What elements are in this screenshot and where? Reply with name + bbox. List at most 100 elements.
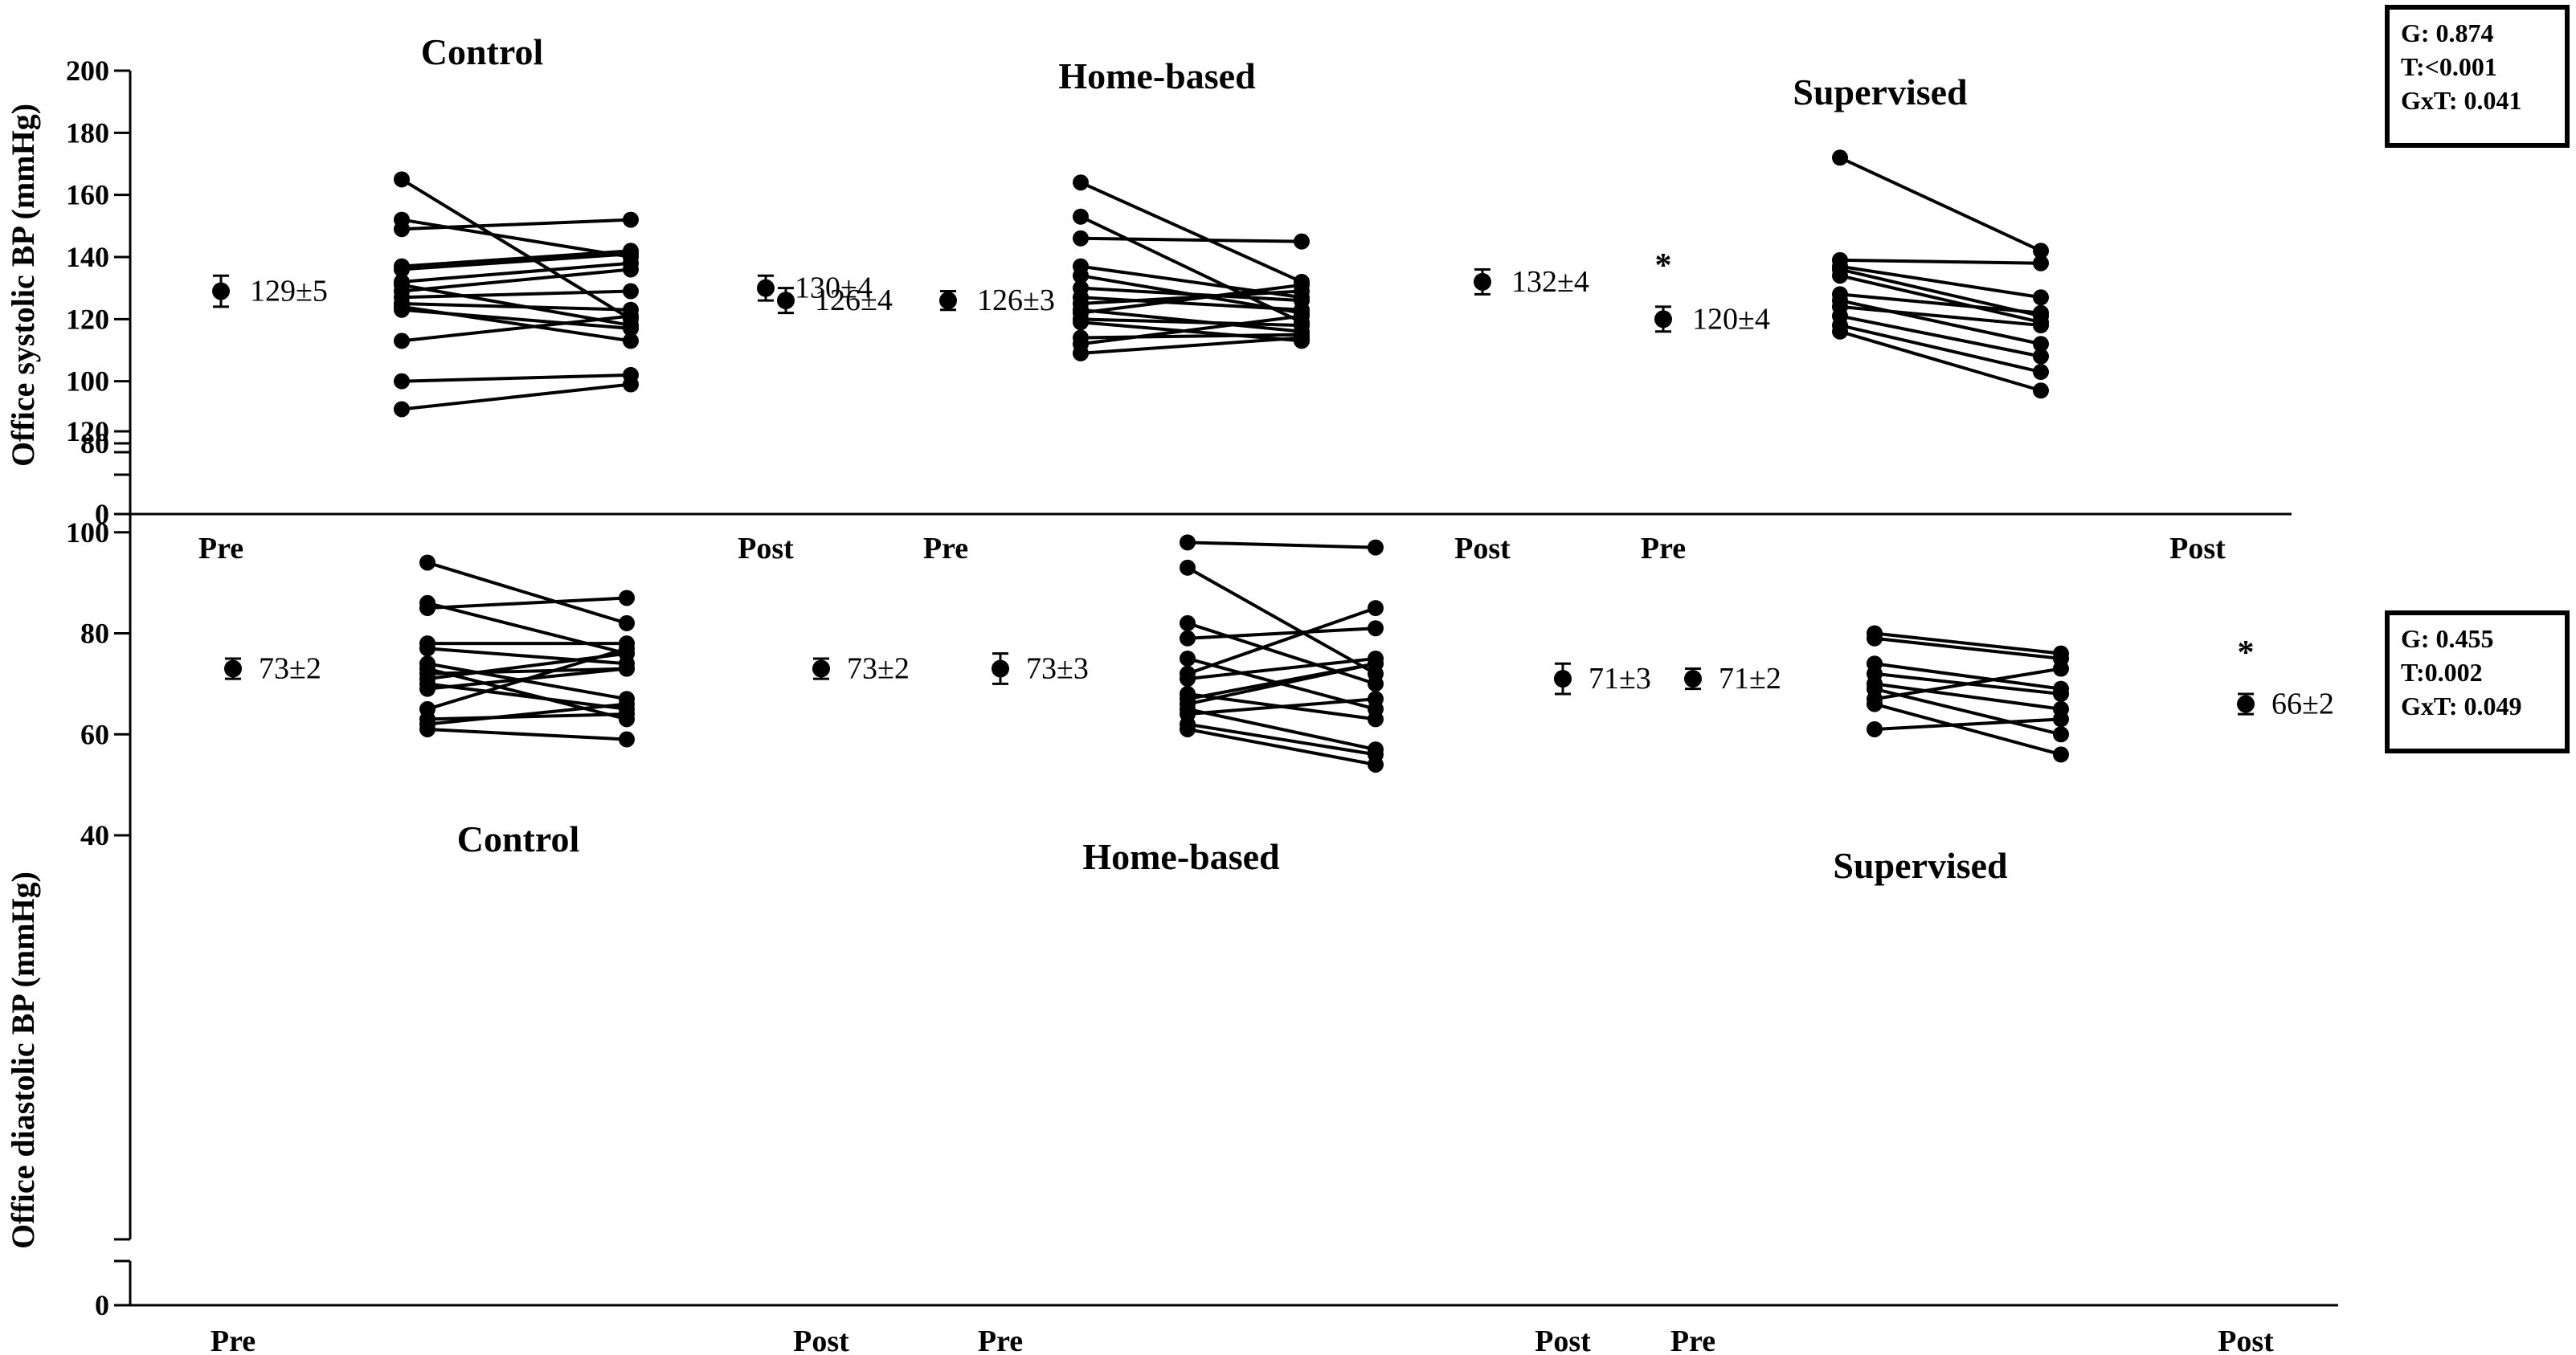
individual-line <box>1839 292 2042 315</box>
y-tick-label: 200 <box>66 55 109 87</box>
stats-line: GxT: 0.041 <box>2401 86 2522 115</box>
stats-line: T:<0.001 <box>2401 52 2497 81</box>
individual-post-point <box>2033 382 2049 399</box>
individual-post-point <box>623 261 639 278</box>
individual-line <box>1187 656 1376 681</box>
individual-line <box>1187 707 1376 752</box>
individual-post-point <box>2053 660 2069 677</box>
individual-line <box>427 712 628 721</box>
mean-pre-point <box>212 282 230 300</box>
individual-pre-point <box>1832 149 1848 166</box>
individual-post-point <box>1294 329 1310 346</box>
mean-pre-label: 130±4 <box>795 271 873 305</box>
y-tick-label: 80 <box>80 427 109 459</box>
individual-line <box>1187 541 1376 549</box>
individual-line <box>1874 636 2062 660</box>
x-tick-label: Post <box>2169 532 2226 565</box>
x-tick-label: Pre <box>198 532 243 565</box>
individual-pre-point <box>1073 208 1089 225</box>
individual-post-point <box>619 590 635 606</box>
stats-line: GxT: 0.049 <box>2401 692 2522 720</box>
individual-post-point <box>619 614 635 631</box>
individual-post-point <box>623 376 639 393</box>
individual-post-point <box>2033 304 2049 321</box>
individual-line <box>1080 286 1302 303</box>
y-tick-label: 120 <box>66 415 109 447</box>
stats-box-diastolic: G: 0.455 T:0.002 GxT: 0.049 <box>2385 610 2570 753</box>
individual-line <box>401 314 632 343</box>
individual-post-point <box>1368 711 1384 728</box>
individual-post-point <box>2053 726 2069 743</box>
individual-line <box>1839 264 2042 300</box>
x-tick-label: Post <box>738 532 794 565</box>
y-tick-label: 100 <box>66 365 109 398</box>
individual-pre-point <box>1180 720 1196 737</box>
individual-post-point <box>2033 364 2049 381</box>
stats-line: G: 0.874 <box>2401 18 2494 47</box>
individual-line <box>1187 626 1376 640</box>
y-tick-label: 40 <box>80 819 109 851</box>
individual-pre-point <box>1073 345 1089 361</box>
individual-line <box>1080 336 1302 355</box>
stats-line: G: 0.455 <box>2401 624 2494 653</box>
y-tick-label: 100 <box>66 516 109 549</box>
panel-diastolic <box>114 430 2338 1307</box>
mean-post-point <box>1554 670 1572 688</box>
individual-post-point <box>623 333 639 349</box>
individual-post-point <box>1368 691 1384 708</box>
x-tick-label: Pre <box>1641 532 1686 565</box>
individual-pre-point <box>394 401 410 418</box>
individual-post-point <box>619 640 635 657</box>
individual-post-point <box>1368 655 1384 672</box>
individual-line <box>427 647 628 666</box>
individual-pre-point <box>1180 534 1196 551</box>
individual-pre-point <box>1180 671 1196 688</box>
individual-pre-point <box>394 301 410 318</box>
individual-post-point <box>619 731 635 748</box>
x-tick-label: Pre <box>211 1324 256 1355</box>
individual-pre-point <box>1073 230 1089 247</box>
y-tick-label: 180 <box>66 116 109 149</box>
mean-pre-label: 73±3 <box>1026 652 1089 686</box>
individual-post-point <box>2033 289 2049 306</box>
mean-post-point <box>2237 695 2255 713</box>
individual-post-point <box>2033 243 2049 259</box>
group-title: Home-based <box>1058 55 1256 96</box>
mean-post-label: 126±4 <box>815 284 893 317</box>
individual-line <box>1080 314 1302 346</box>
group-home-based <box>992 534 1572 773</box>
individual-line <box>1080 236 1302 243</box>
individual-pre-point <box>1180 630 1196 647</box>
x-tick-label: Post <box>1535 1324 1591 1355</box>
individual-line <box>401 249 632 268</box>
individual-line <box>1187 722 1376 757</box>
x-tick-label: Post <box>1454 532 1511 565</box>
individual-post-point <box>2053 711 2069 728</box>
individual-line <box>1874 662 2062 691</box>
y-tick-label: 160 <box>66 179 109 211</box>
individual-line <box>401 267 632 293</box>
mean-pre-label: 73±2 <box>259 652 321 686</box>
mean-post-point <box>812 659 830 678</box>
individual-line <box>1839 324 2042 374</box>
group-supervised <box>1684 625 2255 763</box>
x-tick-label: Pre <box>978 1324 1023 1355</box>
mean-post-point <box>939 292 957 310</box>
individual-line <box>427 596 628 610</box>
individual-line <box>1080 333 1302 340</box>
panel-systolic <box>114 69 2292 516</box>
individual-post-point <box>619 660 635 677</box>
individual-pre-point <box>394 261 410 278</box>
individual-pre-point <box>394 373 410 390</box>
individual-line <box>427 667 628 675</box>
individual-line <box>1874 667 2062 701</box>
individual-line <box>427 561 628 625</box>
group-title: Control <box>457 818 580 859</box>
individual-line <box>1874 682 2062 711</box>
mean-pre-point <box>757 279 775 297</box>
individual-post-point <box>2033 317 2049 334</box>
individual-pre-point <box>1832 323 1848 340</box>
mean-pre-point <box>224 659 242 678</box>
individual-pre-point <box>1867 630 1883 647</box>
